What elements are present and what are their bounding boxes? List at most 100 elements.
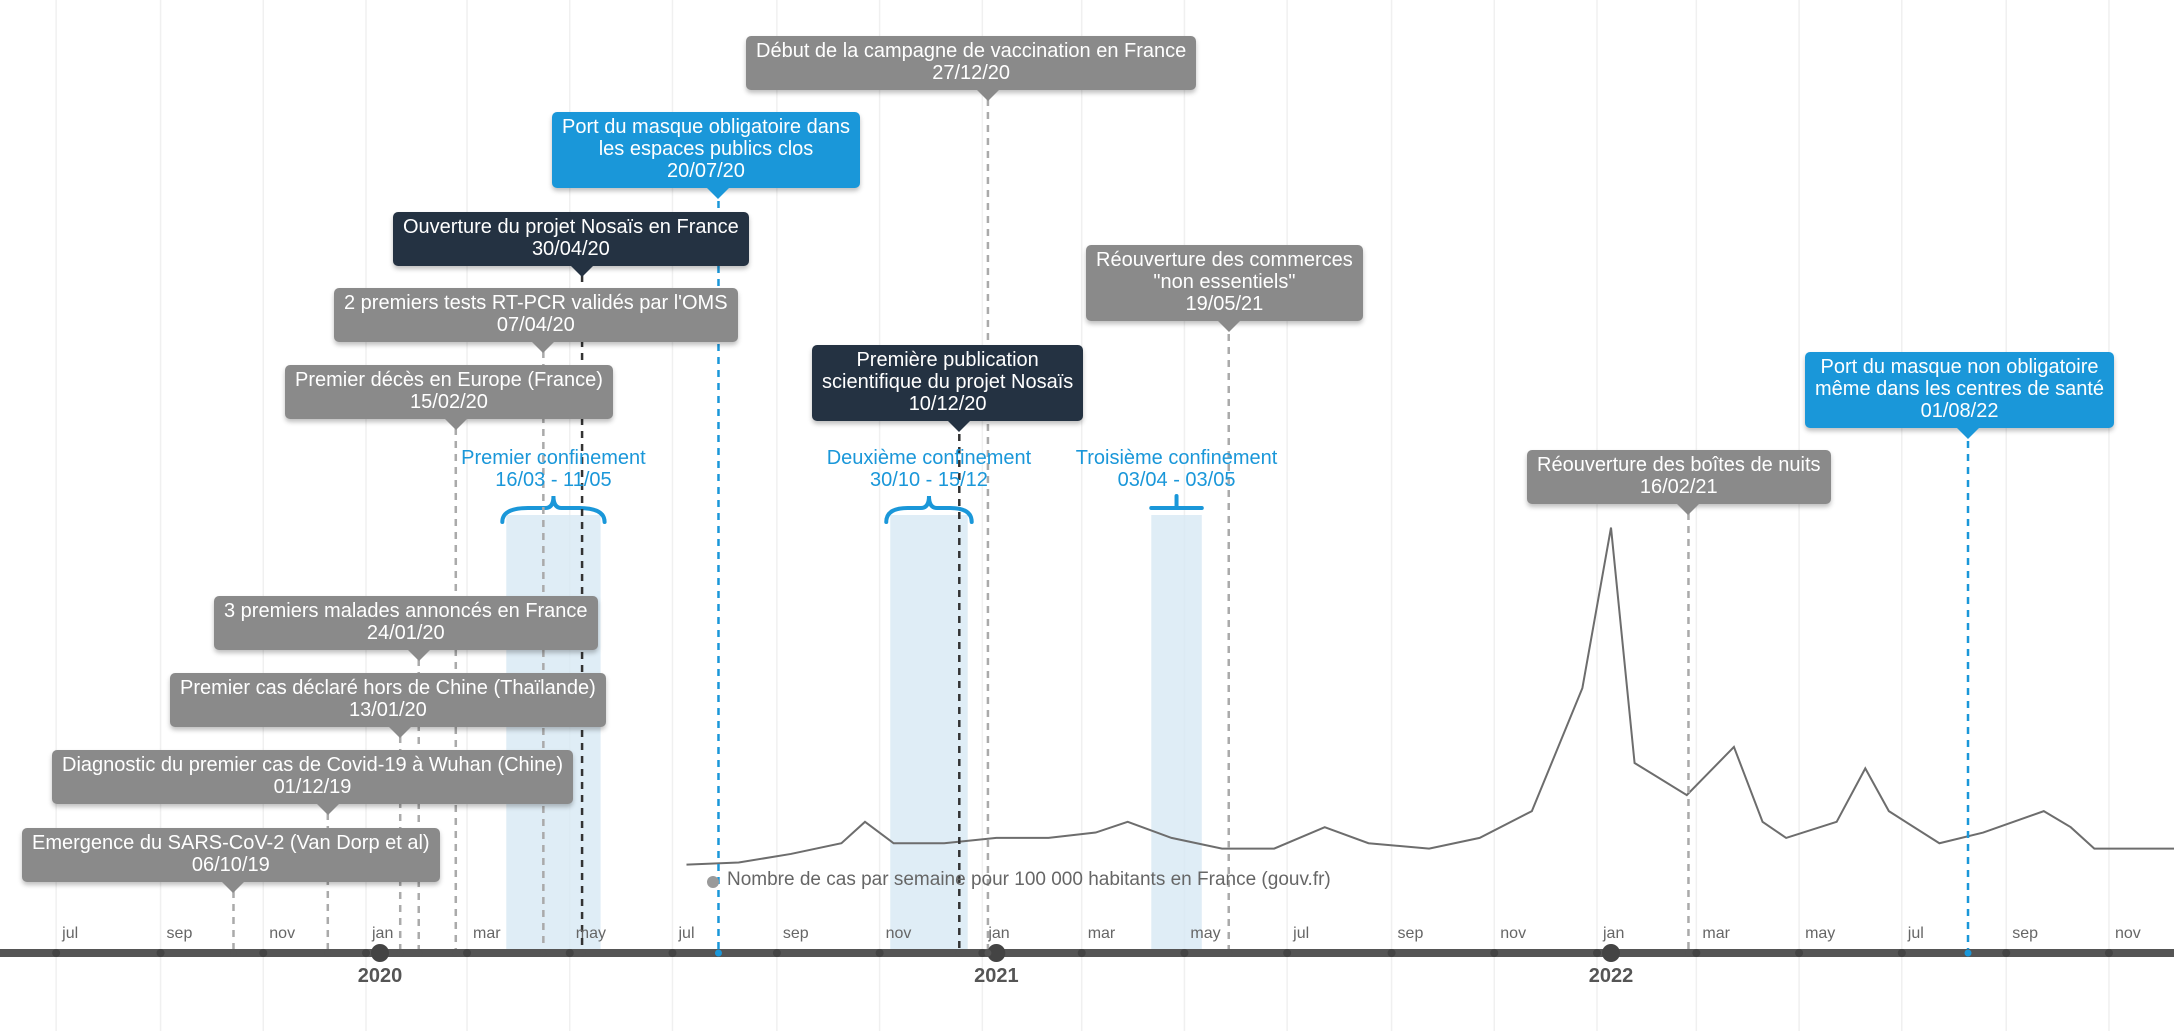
event-title-line: 3 premiers malades annoncés en France (224, 600, 588, 622)
month-label: mar (1702, 925, 1730, 942)
event-title-line: Réouverture des commerces (1096, 249, 1353, 271)
event-date: 19/05/21 (1185, 293, 1264, 315)
month-label: jan (1603, 925, 1625, 942)
month-label: nov (269, 925, 296, 942)
confinement-range: 30/10 - 15/12 (870, 469, 988, 491)
month-tick (1692, 949, 1701, 957)
confinement-title: Troisième confinement (1075, 447, 1278, 469)
event-title-line: Début de la campagne de vaccination en F… (756, 40, 1187, 62)
year-marker (371, 944, 389, 962)
event-box[interactable]: Emergence du SARS-CoV-2 (Van Dorp et al)… (22, 828, 440, 882)
confinement-title: Premier confinement (461, 447, 646, 469)
event-anchor (578, 949, 586, 957)
event-box[interactable]: Réouverture des commerces "non essentiels… (1086, 245, 1363, 321)
month-label: may (575, 925, 606, 942)
month-tick (1387, 949, 1396, 957)
event-box[interactable]: Début de la campagne de vaccination en F… (746, 36, 1197, 90)
event-anchor (539, 949, 547, 957)
event-anchor (396, 949, 404, 957)
confinement-brace (500, 495, 607, 524)
confinement-band (1151, 515, 1202, 953)
month-label: mar (473, 925, 501, 942)
month-tick (1593, 949, 1602, 957)
event-box[interactable]: Réouverture des boîtes de nuits 16/02/21 (1527, 450, 1831, 504)
event-title-line: Premier décès en Europe (France) (295, 369, 603, 391)
event-box[interactable]: 2 premiers tests RT-PCR validés par l'OM… (334, 288, 738, 342)
event-title-line: les espaces publics clos (598, 138, 814, 160)
event-date: 13/01/20 (348, 699, 427, 721)
confinement-band (890, 515, 968, 953)
series-legend: Nombre de cas par semaine pour 100 000 h… (727, 869, 1331, 890)
year-marker (1602, 944, 1621, 962)
case-series-line (686, 527, 2174, 866)
month-tick (668, 949, 677, 957)
event-box[interactable]: 3 premiers malades annoncés en France 24/… (214, 596, 598, 650)
event-box[interactable]: Premier cas déclaré hors de Chine (Thaïl… (170, 673, 606, 727)
confinement-range: 03/04 - 03/05 (1117, 469, 1236, 491)
month-label: sep (166, 925, 193, 942)
month-tick (1077, 949, 1086, 957)
event-box[interactable]: Diagnostic du premier cas de Covid-19 à … (52, 750, 573, 804)
month-label: jan (988, 925, 1010, 942)
legend-marker (707, 876, 719, 888)
event-date: 01/12/19 (273, 776, 352, 798)
month-label: may (1805, 925, 1836, 942)
event-anchor (1684, 949, 1692, 957)
month-tick (2104, 949, 2113, 957)
month-tick (1180, 949, 1189, 957)
month-label: nov (885, 925, 912, 942)
month-label: jul (1907, 925, 1924, 942)
month-label: sep (2012, 925, 2038, 942)
month-tick (362, 949, 370, 957)
event-date: 20/07/20 (667, 160, 745, 182)
confinement-range: 16/03 - 11/05 (495, 469, 612, 491)
year-label: 2022 (1588, 965, 1634, 987)
event-anchor (229, 949, 237, 957)
month-tick (52, 949, 61, 957)
year-label: 2021 (974, 965, 1019, 987)
month-tick (259, 949, 268, 957)
event-title-line: Premier cas déclaré hors de Chine (Thaïl… (180, 677, 596, 699)
month-label: may (1190, 925, 1221, 942)
event-box[interactable]: Port du masque non obligatoire même dans … (1805, 352, 2115, 428)
confinement-label: Troisième confinement 03/04 - 03/05 (1076, 447, 1278, 491)
event-box[interactable]: Premier décès en Europe (France) 15/02/20 (285, 365, 613, 419)
month-label: sep (782, 925, 809, 942)
event-box[interactable]: Première publication scientifique du proj… (812, 345, 1084, 421)
confinement-label: Premier confinement 16/03 - 11/05 (461, 447, 646, 491)
event-title-line: Ouverture du projet Nosaïs en France (403, 216, 739, 238)
event-title-line: Port du masque non obligatoire (1820, 356, 2099, 378)
event-anchor (452, 949, 460, 957)
event-anchor (324, 949, 332, 957)
event-date: 07/04/20 (496, 314, 575, 336)
event-title-line: Port du masque obligatoire dans (562, 116, 850, 138)
confinement-title: Deuxième confinement (826, 447, 1032, 469)
month-tick (2002, 949, 2011, 957)
month-tick (772, 949, 781, 957)
month-tick (875, 949, 884, 957)
year-label: 2020 (357, 965, 403, 987)
event-anchor (1964, 949, 1972, 957)
event-title-line: Diagnostic du premier cas de Covid-19 à … (62, 754, 563, 776)
month-label: jul (678, 925, 695, 942)
event-date: 06/10/19 (191, 854, 270, 876)
confinement-band (506, 515, 601, 953)
event-box[interactable]: Ouverture du projet Nosaïs en France 30/0… (393, 212, 749, 266)
month-tick (156, 949, 165, 957)
event-box[interactable]: Port du masque obligatoire dans les espac… (552, 112, 860, 188)
event-anchor (714, 949, 722, 957)
event-anchor (984, 949, 992, 957)
month-tick (978, 949, 987, 957)
month-tick (1490, 949, 1499, 957)
month-label: jul (1293, 925, 1310, 942)
month-label: nov (2114, 925, 2141, 942)
month-tick (1795, 949, 1804, 957)
event-date: 16/02/21 (1639, 476, 1718, 498)
event-title-line: Première publication (856, 349, 1039, 371)
month-label: nov (1500, 925, 1527, 942)
event-title-line: scientifique du projet Nosaïs (822, 371, 1074, 393)
month-label: jul (62, 925, 79, 942)
event-anchor (415, 949, 423, 957)
year-marker (987, 944, 1006, 962)
